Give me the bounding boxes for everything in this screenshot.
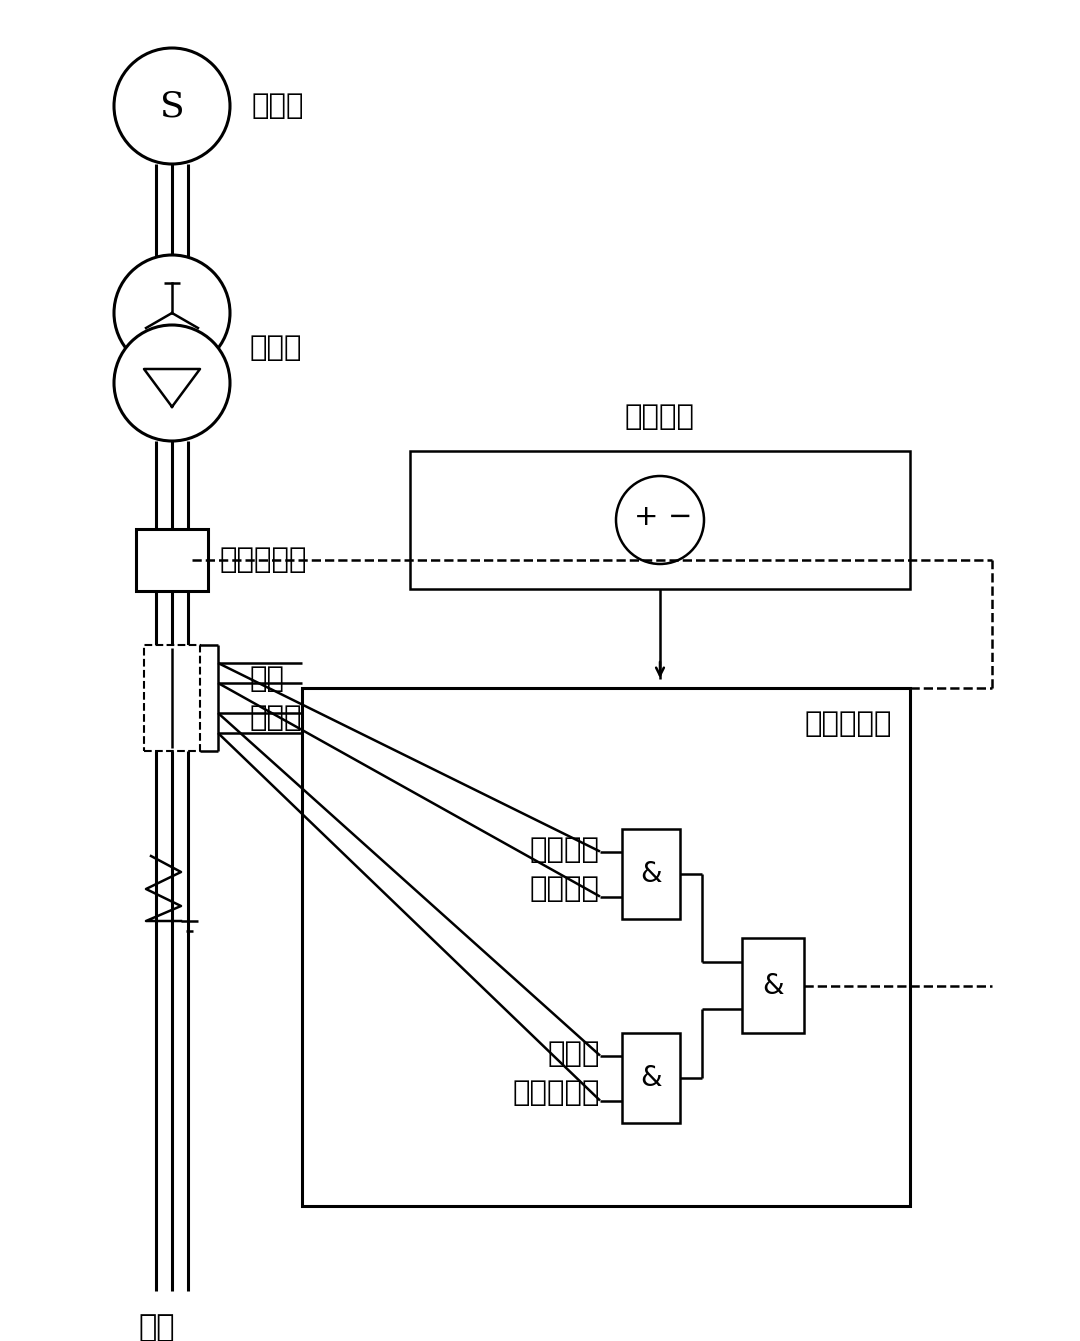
Text: 变压器: 变压器 [249, 334, 302, 362]
Text: &: & [640, 1063, 662, 1092]
Circle shape [114, 48, 230, 164]
Text: &: & [640, 860, 662, 888]
Bar [302, 688, 910, 1206]
Bar [410, 451, 910, 589]
Circle shape [114, 255, 230, 371]
Text: 直流电源: 直流电源 [625, 404, 696, 430]
Bar [144, 645, 200, 751]
Bar [742, 937, 804, 1033]
Text: 电力
线路: 电力 线路 [138, 1313, 175, 1341]
Text: &: & [762, 971, 784, 999]
Circle shape [616, 476, 704, 565]
Text: +: + [634, 503, 658, 531]
Text: −: − [667, 503, 692, 531]
Text: 过电流
过电流时间: 过电流 过电流时间 [513, 1041, 600, 1108]
Circle shape [114, 325, 230, 441]
Text: 柱上断路器: 柱上断路器 [220, 546, 308, 574]
Text: 电流速断
速断时间: 电流速断 速断时间 [530, 835, 600, 902]
Text: S: S [160, 89, 185, 123]
Text: 电流
互感器: 电流 互感器 [249, 665, 302, 731]
Text: 发电机: 发电机 [252, 93, 305, 119]
Text: 涌流控制器: 涌流控制器 [805, 709, 892, 738]
Bar [622, 1033, 680, 1122]
Bar [136, 528, 208, 591]
Bar [622, 829, 680, 919]
